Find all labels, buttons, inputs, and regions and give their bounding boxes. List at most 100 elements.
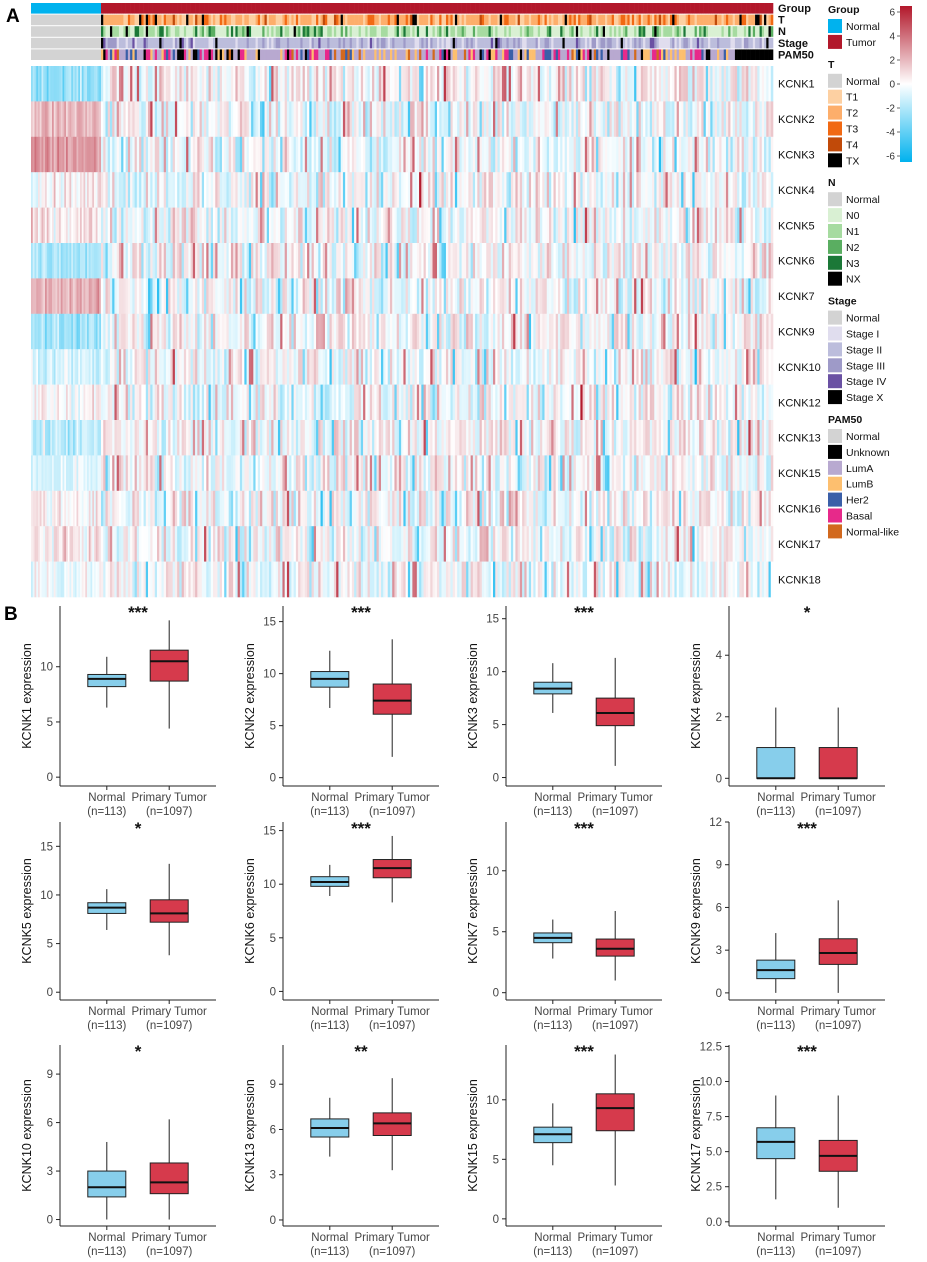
heatmap-cell [85,243,88,279]
heatmap-cell [737,207,740,244]
heatmap-cell [302,243,306,279]
heatmap-cell [519,66,523,102]
heatmap-cell [64,243,67,279]
annotation-cell [504,26,507,37]
heatmap-cell [504,136,507,173]
heatmap-cell [553,101,557,138]
heatmap-cell [396,101,400,138]
heatmap-cell [513,172,516,208]
heatmap-cell [157,313,160,350]
annotation-cell [591,37,595,49]
heatmap-cell [389,278,393,315]
heatmap-cell [432,313,436,350]
annotation-cell [445,3,449,14]
heatmap-cell [150,207,153,244]
annotation-cell [537,26,541,37]
heatmap-cell [237,66,241,102]
heatmap-cell [161,101,165,138]
heatmap-cell [215,101,218,138]
heatmap-cell [199,278,203,315]
annotation-pam50-normal [31,49,101,60]
heatmap-cell [233,278,236,315]
heatmap-cell [363,384,366,421]
annotation-cell [354,37,357,49]
heatmap-cell [770,172,774,208]
heatmap-cell [587,243,590,279]
annotation-cell [459,14,462,26]
heatmap-cell [423,136,427,173]
heatmap-cell [304,66,308,102]
heatmap-cell [555,66,559,102]
heatmap-cell [584,349,588,385]
heatmap-cell [582,172,586,208]
annotation-cell [497,3,501,14]
annotation-cell [298,14,301,26]
heatmap-cell [80,278,83,315]
annotation-cell [253,3,256,14]
heatmap-cell [625,101,628,138]
heatmap-cell [159,243,162,279]
heatmap-cell [340,207,344,244]
heatmap-cell [154,313,158,350]
heatmap-cell [701,101,704,138]
annotation-cell [333,3,337,14]
heatmap-cell [62,420,65,456]
annotation-cell [678,26,682,37]
heatmap-cell [387,278,391,315]
heatmap-cell [643,66,646,102]
heatmap-cell [674,349,677,385]
heatmap-cell [526,101,530,138]
heatmap-cell [101,101,104,138]
annotation-cell [607,26,610,37]
heatmap-cell [174,172,178,208]
heatmap-cell [605,101,608,138]
heatmap-cell [600,349,604,385]
heatmap-cell [374,136,377,173]
heatmap-cell [277,243,281,279]
annotation-cell [764,26,767,37]
annotation-cell [717,3,720,14]
heatmap-cell [528,136,532,173]
heatmap-cell [369,384,373,421]
annotation-cell [676,14,680,26]
heatmap-cell [647,101,651,138]
heatmap-cell [41,384,44,421]
heatmap-cell [544,313,548,350]
annotation-cell [497,37,501,49]
annotation-cell [347,3,350,14]
heatmap-cell [177,101,180,138]
heatmap-cell [466,243,469,279]
heatmap-cell [759,136,763,173]
annotation-cell [358,3,362,14]
heatmap-cell [329,101,333,138]
heatmap-cell [257,66,261,102]
heatmap-cell [331,172,335,208]
heatmap-cell [385,313,389,350]
heatmap-cell [204,136,207,173]
heatmap-cell [401,66,404,102]
heatmap-cell [710,172,713,208]
heatmap-cell [53,384,56,421]
heatmap-cell [620,243,624,279]
heatmap-cell [275,172,279,208]
annotation-cell [213,26,216,37]
annotation-cell [242,14,245,26]
heatmap-cell [578,101,581,138]
heatmap-cell [714,384,718,421]
heatmap-cell [463,101,467,138]
heatmap-cell [210,207,214,244]
heatmap-cell [145,384,149,421]
heatmap-cell [148,136,151,173]
heatmap-cell [499,313,503,350]
annotation-cell [629,49,633,60]
heatmap-cell [450,278,453,315]
heatmap-cell [477,349,480,385]
annotation-cell [217,37,221,49]
annotation-cell [714,26,718,37]
heatmap-cell [701,243,704,279]
annotation-group-normal [31,3,101,14]
annotation-cell [752,49,756,60]
heatmap-cell [432,349,436,385]
annotation-cell [378,26,382,37]
annotation-cell [611,37,615,49]
